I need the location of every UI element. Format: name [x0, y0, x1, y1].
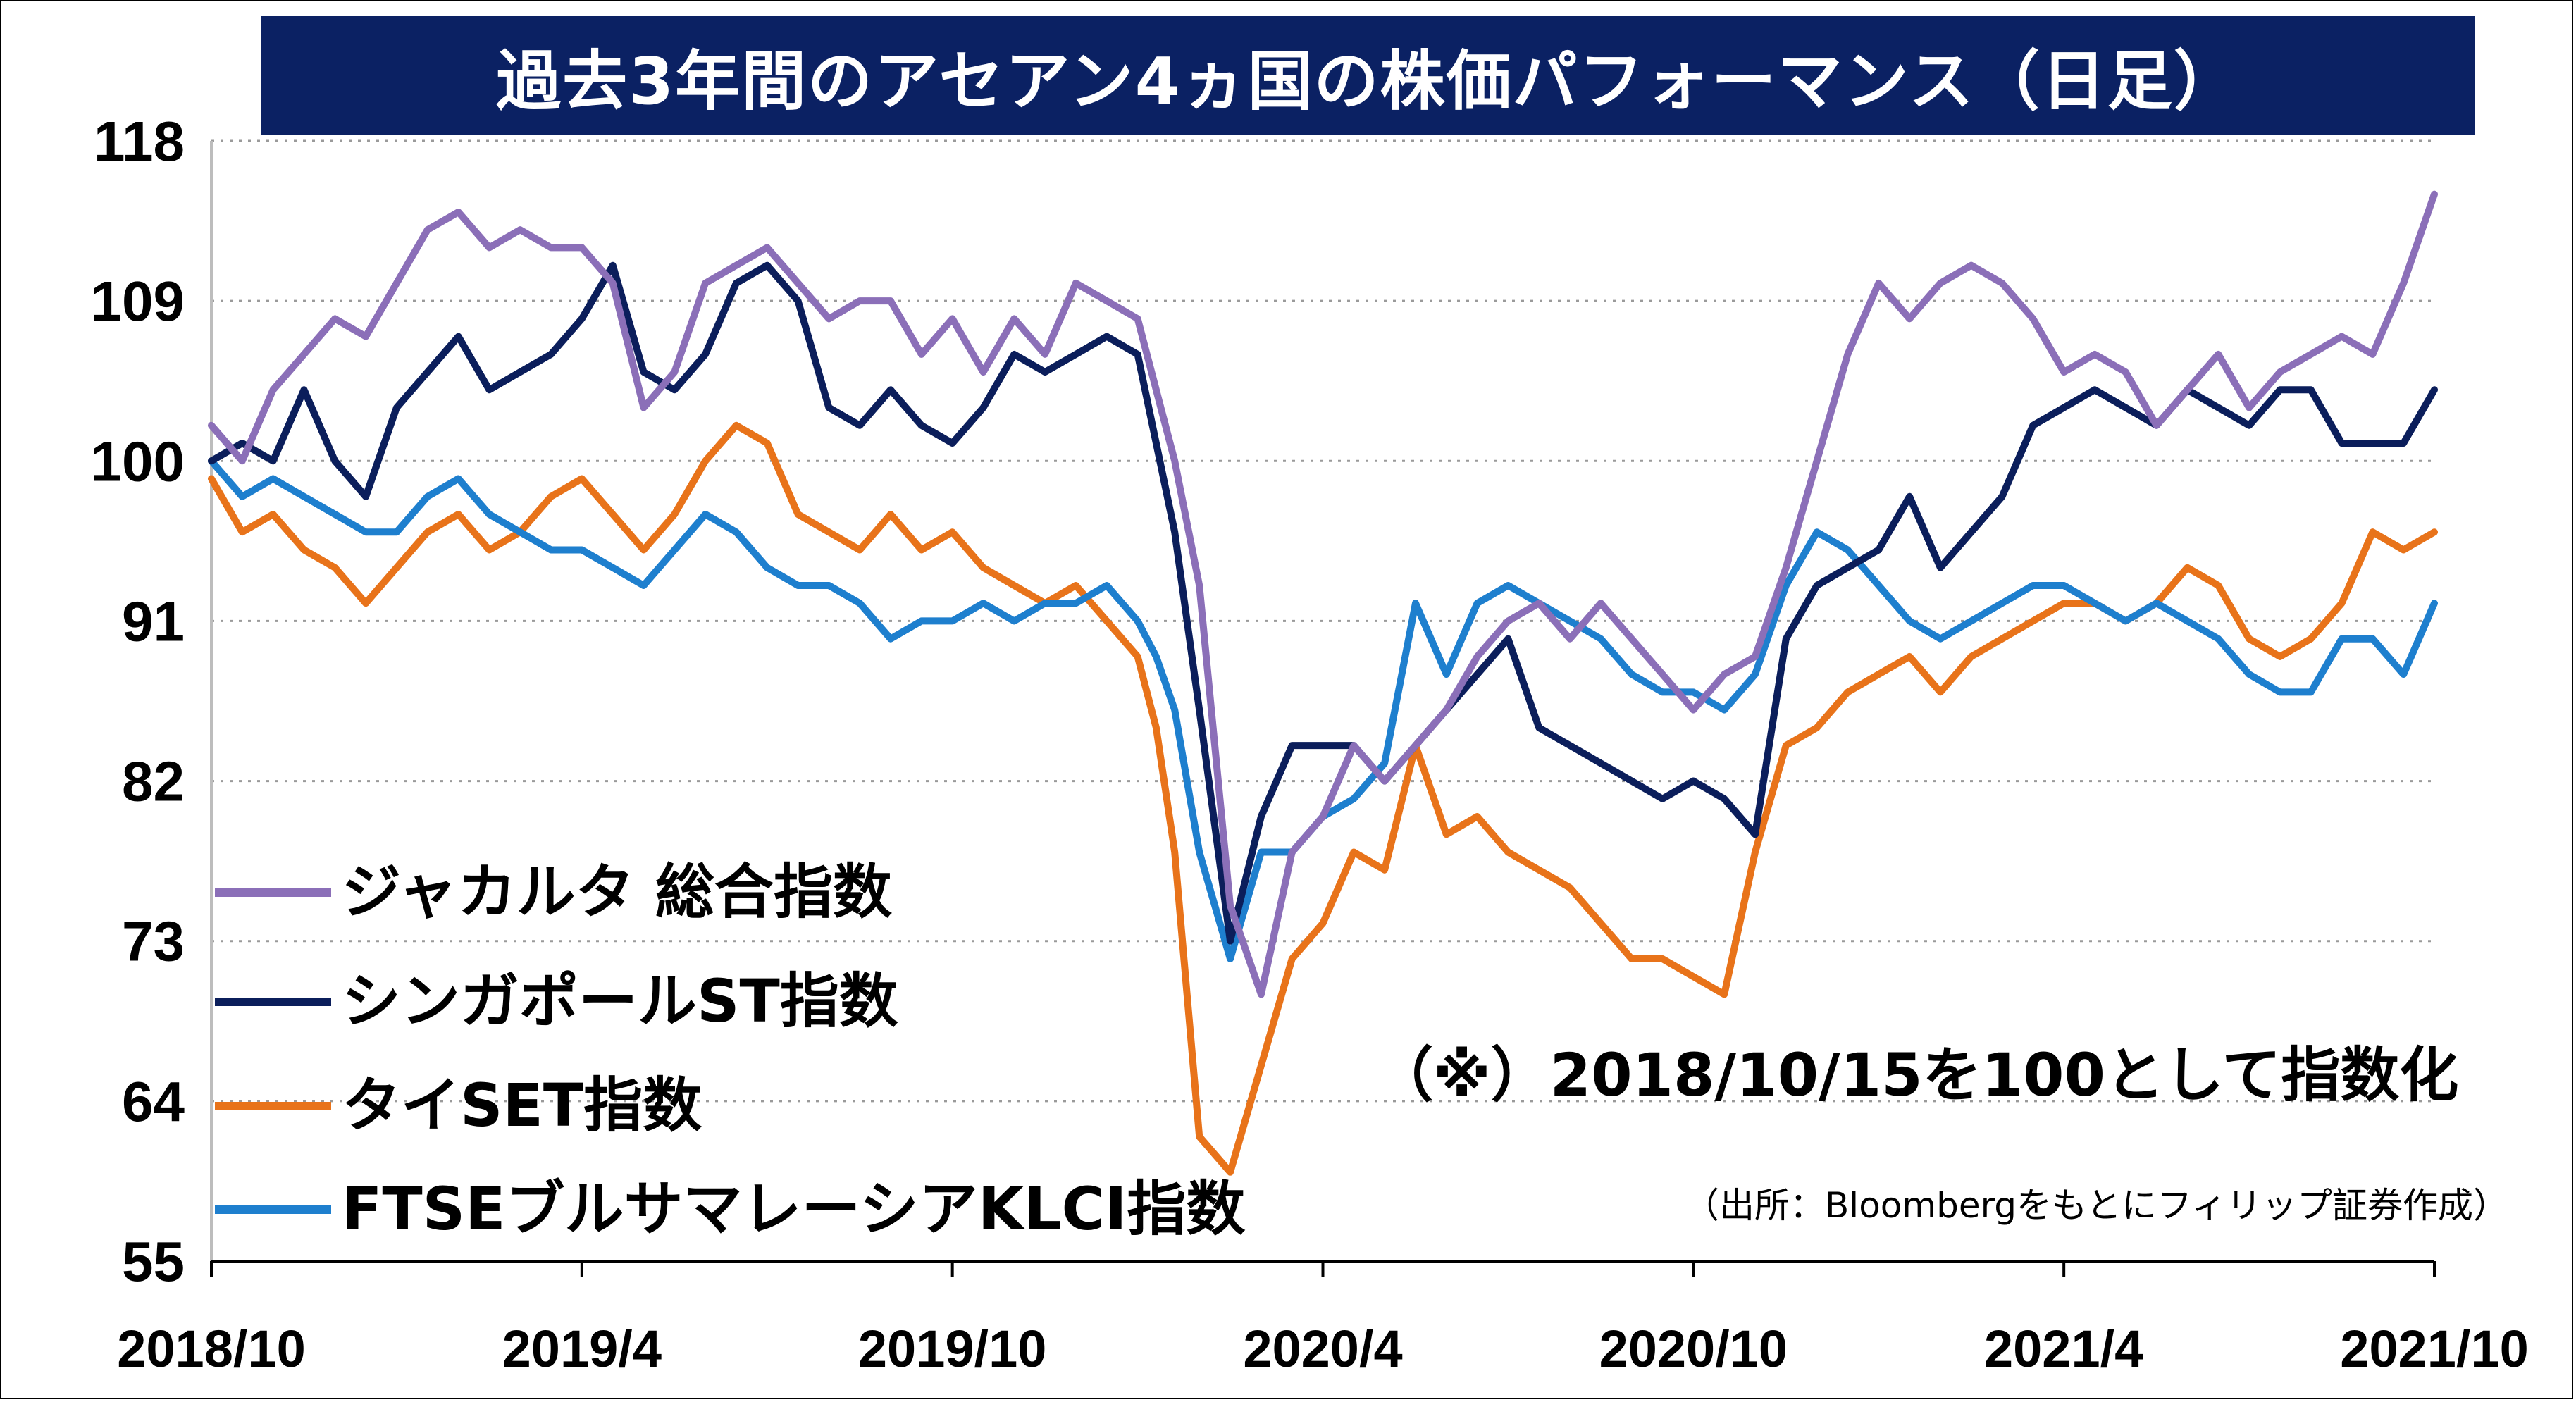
- legend-label: タイSET指数: [342, 1071, 702, 1140]
- y-tick-label: 82: [122, 750, 185, 813]
- y-tick-label: 73: [122, 910, 185, 973]
- x-tick-label: 2018/10: [117, 1320, 306, 1378]
- series-line: [208, 421, 2438, 1176]
- x-tick-label: 2020/4: [1243, 1320, 1402, 1378]
- index-note: （※）2018/10/15を100として指数化: [1374, 1041, 2458, 1110]
- series-lines: [208, 190, 2438, 1176]
- x-tick-label: 2019/4: [502, 1320, 662, 1378]
- x-tick-label: 2021/10: [2340, 1320, 2529, 1378]
- legend-label: ジャカルタ 総合指数: [342, 857, 892, 926]
- y-tick-label: 109: [91, 270, 185, 333]
- y-tick-label: 91: [122, 590, 185, 652]
- chart-title: 過去3年間のアセアン4ヵ国の株価パフォーマンス（日足）: [261, 16, 2475, 135]
- x-tick-label: 2020/10: [1599, 1320, 1788, 1378]
- y-tick-label: 64: [122, 1070, 185, 1133]
- x-axis: 2018/10 2019/4 2019/10 2020/4 2020/10 2021/4 2…: [117, 1260, 2529, 1378]
- source-note: （出所：Bloombergをもとにフィリップ証券作成）: [1684, 1185, 2508, 1226]
- y-tick-label: 55: [122, 1230, 185, 1293]
- series-line: [208, 190, 2438, 998]
- legend-label: FTSEブルサマレーシアKLCI指数: [342, 1174, 1245, 1243]
- x-tick-label: 2021/4: [1984, 1320, 2143, 1378]
- series-line: [208, 261, 2438, 945]
- legend-label: シンガポールST指数: [342, 967, 898, 1036]
- y-tick-label: 118: [94, 110, 185, 173]
- y-tick-label: 100: [91, 430, 185, 492]
- x-tick-label: 2019/10: [858, 1320, 1047, 1378]
- y-axis: 55 64 73 82 91 100 109 118: [91, 110, 213, 1293]
- grid-lines: [211, 139, 2434, 1103]
